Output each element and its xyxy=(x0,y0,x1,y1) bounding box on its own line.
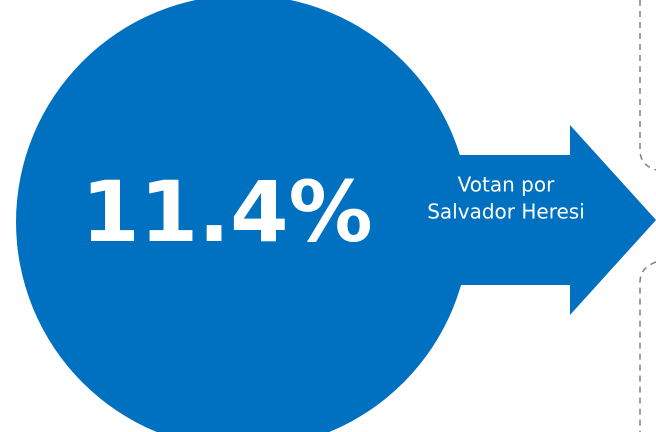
caption-line: Salvador Heresi xyxy=(427,200,585,224)
dashed-bracket-top xyxy=(639,0,656,171)
stat-value: 11.4% xyxy=(81,163,372,261)
dashed-bracket-bottom xyxy=(639,261,656,432)
circle xyxy=(16,0,470,432)
caption-line: Votan por xyxy=(458,173,555,197)
